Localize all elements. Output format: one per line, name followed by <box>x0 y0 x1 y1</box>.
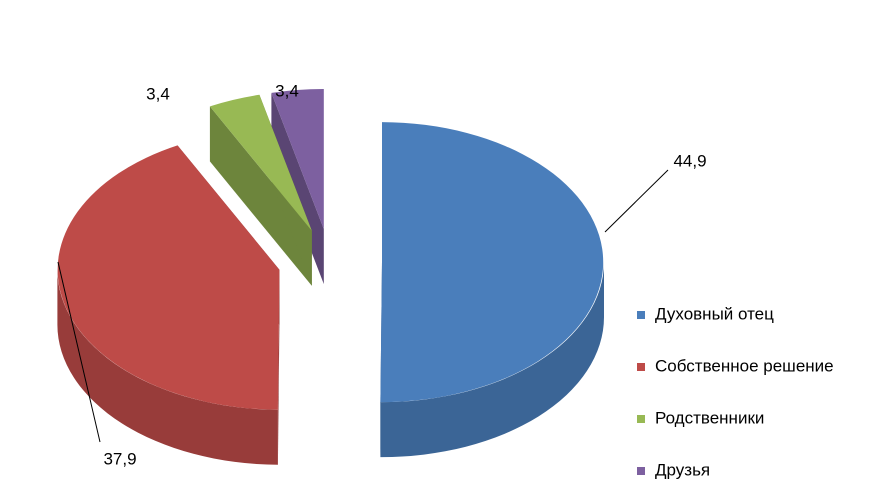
slice-side <box>380 262 604 458</box>
legend-label: Друзья <box>655 460 710 479</box>
slice-wall <box>209 106 312 286</box>
legend-label: Родственники <box>655 408 764 427</box>
legend-swatch <box>637 415 645 423</box>
legend-label: Собственное решение <box>655 356 834 375</box>
pie-slice <box>380 122 604 403</box>
data-label: 3,4 <box>146 84 170 103</box>
legend-swatch <box>637 363 645 371</box>
data-label: 44,9 <box>673 151 706 170</box>
slice-side <box>57 269 278 465</box>
pie-slice <box>57 145 280 410</box>
data-label: 3,4 <box>275 81 299 100</box>
leader-line <box>57 261 101 443</box>
leader-line <box>604 169 669 233</box>
pie-slice <box>209 94 312 231</box>
pie-slice <box>271 88 324 229</box>
legend-swatch <box>637 467 645 475</box>
legend-swatch <box>637 311 645 319</box>
legend-label: Духовный отец <box>655 304 774 323</box>
data-label: 37,9 <box>103 449 136 468</box>
